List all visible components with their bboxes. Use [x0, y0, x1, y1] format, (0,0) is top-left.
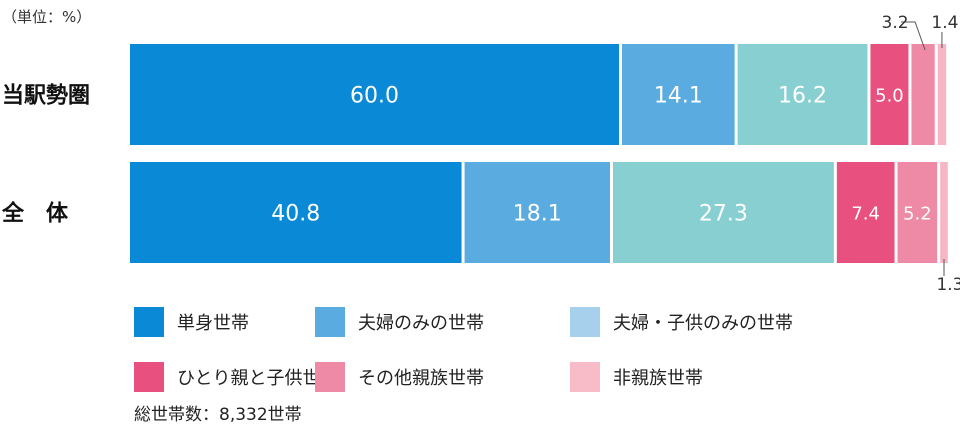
bar-segment-r2-s5: [897, 162, 938, 263]
legend-label-4: ひとり親と子供世帯: [177, 368, 338, 389]
legend-swatch-6: [570, 362, 600, 392]
data-label-r1-s1: 60.0: [350, 84, 399, 109]
data-label-r1-s4: 5.0: [875, 86, 904, 107]
legend-label-2: 夫婦のみの世帯: [358, 313, 484, 334]
bar-segment-r1-s3: [737, 44, 868, 145]
data-label-r2-s3: 27.3: [699, 202, 748, 227]
bar-segment-r2-s6: [940, 162, 948, 263]
data-label-r2-s6: 1.3: [936, 275, 960, 295]
legend-swatch-5: [315, 362, 345, 392]
bar-segment-r1-s5: [911, 44, 935, 145]
data-label-r2-s2: 18.1: [513, 202, 562, 227]
unit-label: （単位：%）: [2, 8, 91, 26]
data-label-r1-s6: 1.4: [931, 13, 958, 33]
bar-segment-r1-s6: [937, 44, 947, 145]
bar-segment-r2-s1: [130, 162, 462, 263]
legend-swatch-2: [315, 307, 345, 337]
bar-segment-r1-s1: [130, 44, 619, 145]
data-label-r1-s5: 3.2: [882, 13, 909, 33]
data-label-r1-s3: 16.2: [778, 84, 827, 109]
legend-swatch-3: [570, 307, 600, 337]
legend-swatch-4: [134, 362, 164, 392]
legend-label-1: 単身世帯: [177, 313, 249, 334]
callout-line-r1-s5: [901, 21, 926, 51]
legend-label-3: 夫婦・子供のみの世帯: [613, 313, 793, 334]
bar-segment-r2-s3: [612, 162, 834, 263]
category-label-2: 全 体: [1, 201, 69, 227]
bar-segment-r1-s2: [622, 44, 735, 145]
data-label-r2-s4: 7.4: [851, 204, 880, 225]
legend-label-5: その他親族世帯: [358, 368, 484, 389]
bar-segment-r2-s2: [464, 162, 610, 263]
data-label-r2-s1: 40.8: [271, 202, 320, 227]
data-label-r2-s5: 5.2: [903, 204, 932, 225]
footnote: 総世帯数：8,332世帯: [134, 405, 302, 425]
data-label-r1-s2: 14.1: [654, 84, 703, 109]
legend-label-6: 非親族世帯: [613, 368, 703, 389]
bar-area: 当駅勢圏 60.0 14.1 16.2 5.0 3.2 1.4 全 体 40.8 18.1 27.3…: [1, 13, 960, 295]
category-label-1: 当駅勢圏: [2, 83, 90, 109]
bar-segment-r1-s4: [870, 44, 909, 145]
bar-segment-r2-s4: [836, 162, 895, 263]
legend-swatch-1: [134, 307, 164, 337]
